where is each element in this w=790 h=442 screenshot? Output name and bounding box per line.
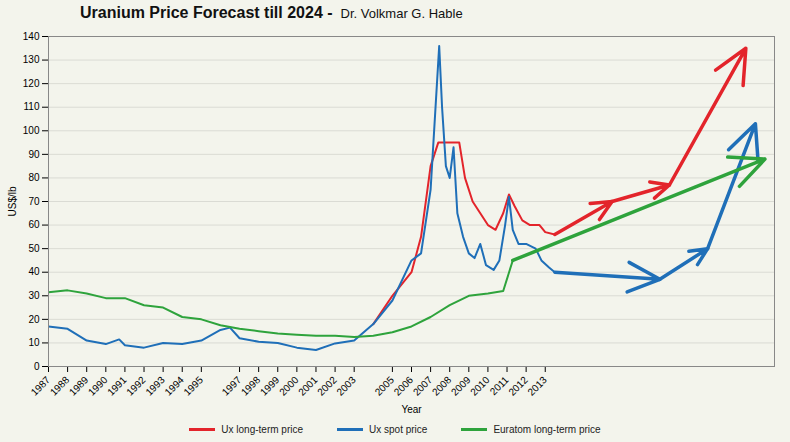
svg-text:70: 70 (28, 196, 40, 207)
svg-text:1998: 1998 (239, 374, 263, 398)
svg-text:2012: 2012 (506, 374, 530, 398)
svg-text:2000: 2000 (277, 374, 301, 398)
svg-text:2003: 2003 (334, 374, 358, 398)
svg-text:60: 60 (28, 219, 40, 230)
svg-text:1989: 1989 (67, 374, 91, 398)
svg-text:1994: 1994 (162, 374, 186, 398)
svg-text:2011: 2011 (488, 374, 511, 397)
svg-text:1997: 1997 (220, 374, 244, 398)
html-text:Uranium Price Forecast till 20: Uranium Price Forecast till 2024 - (80, 4, 333, 21)
svg-text:140: 140 (23, 31, 40, 42)
svg-text:1988: 1988 (48, 374, 72, 398)
svg-text:1999: 1999 (258, 374, 282, 398)
svg-text:2007: 2007 (411, 374, 435, 398)
html-text:Dr. Volkmar G. Hable: Dr. Volkmar G. Hable (340, 6, 463, 21)
svg-text:30: 30 (28, 290, 40, 301)
svg-text:Year: Year (401, 404, 422, 415)
svg-text:1992: 1992 (124, 374, 148, 398)
svg-text:1987: 1987 (29, 374, 53, 398)
svg-text:US$/lb: US$/lb (7, 186, 18, 216)
svg-text:120: 120 (23, 78, 40, 89)
svg-text:2001: 2001 (296, 374, 320, 398)
svg-text:0: 0 (34, 361, 40, 372)
svg-text:50: 50 (28, 243, 40, 254)
svg-text:110: 110 (24, 101, 40, 112)
svg-text:100: 100 (23, 125, 40, 136)
svg-text:2008: 2008 (430, 374, 454, 398)
svg-text:1993: 1993 (143, 374, 167, 398)
html-text:Ux long-term price: Ux long-term price (221, 423, 303, 435)
svg-text:10: 10 (28, 337, 40, 348)
svg-text:20: 20 (28, 314, 40, 325)
svg-text:2009: 2009 (449, 374, 473, 398)
svg-text:80: 80 (28, 172, 40, 183)
svg-text:130: 130 (23, 54, 40, 65)
svg-text:2005: 2005 (373, 374, 397, 398)
svg-text:1995: 1995 (182, 374, 206, 398)
svg-text:40: 40 (28, 266, 40, 277)
svg-text:1990: 1990 (86, 374, 110, 398)
svg-text:2013: 2013 (525, 374, 549, 398)
svg-text:2002: 2002 (315, 374, 339, 398)
svg-text:1991: 1991 (105, 374, 129, 398)
html-text:Ux spot price: Ux spot price (369, 423, 428, 435)
svg-text:90: 90 (28, 149, 40, 160)
svg-text:2006: 2006 (392, 374, 416, 398)
html-text:Euratom long-term price: Euratom long-term price (493, 423, 601, 435)
svg-text:2010: 2010 (468, 374, 492, 398)
